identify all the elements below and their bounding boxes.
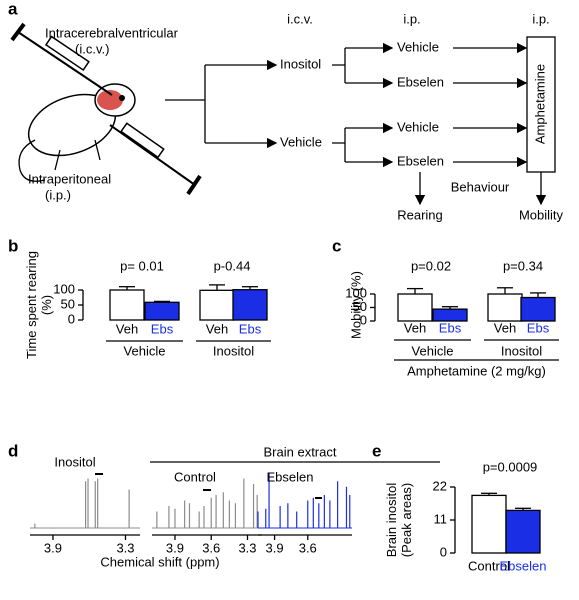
bar <box>199 289 235 321</box>
y-tick-label: 50 <box>353 299 367 314</box>
node-label: Mobility <box>519 207 564 222</box>
bar <box>505 509 541 554</box>
y-tick-label: 100 <box>53 281 75 296</box>
bar <box>471 494 507 554</box>
y-tick-label: 11 <box>434 511 448 526</box>
tree-lines <box>165 36 556 206</box>
spectrum-title: Inositol <box>54 454 95 469</box>
x-tick-label: Veh <box>404 320 426 335</box>
group-label: Vehicle <box>124 343 166 358</box>
panel-label: b <box>8 236 18 255</box>
column-header: i.c.v. <box>287 11 313 26</box>
p-value: p= 0.01 <box>120 258 164 273</box>
group-label: Inositol <box>213 343 254 358</box>
mouse-illustration <box>10 22 202 196</box>
bar <box>144 301 180 321</box>
x-tick-label: Ebs <box>151 321 174 336</box>
panel-label: e <box>372 441 381 460</box>
x-tick-label: 3.6 <box>202 540 220 555</box>
x-tick-label: 3.9 <box>266 540 284 555</box>
group-label: Inositol <box>501 343 542 358</box>
bar <box>432 308 468 322</box>
x-tick-label: 3.3 <box>116 540 134 555</box>
bar <box>487 293 523 322</box>
route-label: Intracerebralventricular <box>45 25 179 40</box>
peak-markers <box>95 473 322 499</box>
x-axis-label: Amphetamine (2 mg/kg) <box>407 363 546 378</box>
x-tick-label: Veh <box>116 321 138 336</box>
p-value: p=0.02 <box>411 258 451 273</box>
y-tick-label: 50 <box>61 296 75 311</box>
y-axis-label: Brain inositol <box>384 483 399 558</box>
spectrum-title: Control <box>174 469 216 484</box>
x-tick-label: 3.6 <box>299 540 317 555</box>
column-header: i.p. <box>403 11 420 26</box>
y-tick-label: 22 <box>433 478 447 493</box>
route-label: (i.p.) <box>45 187 71 202</box>
p-value: p-0.44 <box>214 258 251 273</box>
y-axis-label: (Peak areas) <box>399 483 414 557</box>
y-tick-label: 0 <box>440 544 447 559</box>
x-tick-label: Ebs <box>527 320 550 335</box>
y-tick-label: 0 <box>360 312 367 327</box>
y-axis-label: Time spent rearing <box>24 251 39 359</box>
node-label: Vehicle <box>280 134 322 149</box>
x-tick-label: 3.9 <box>166 540 184 555</box>
p-value: p=0.0009 <box>483 459 538 474</box>
x-tick-label: Veh <box>494 320 516 335</box>
x-tick-label: 3.3 <box>238 540 256 555</box>
spectrum-title: Ebselen <box>267 469 314 484</box>
x-axis-label: Chemical shift (ppm) <box>100 554 219 569</box>
node-label: Amphetamine <box>532 64 547 144</box>
x-tick-label: Ebs <box>439 320 462 335</box>
panel-label: a <box>8 0 18 18</box>
node-label: Inositol <box>280 56 321 71</box>
node-label: Behaviour <box>451 179 510 194</box>
bar <box>397 293 433 322</box>
group-label: Vehicle <box>412 343 454 358</box>
y-axis-label: (%) <box>39 295 54 315</box>
panel-label: c <box>332 236 341 255</box>
y-tick-label: 0 <box>68 311 75 326</box>
p-value: p=0.34 <box>503 258 543 273</box>
y-axis-label: Mobility (%) <box>348 271 363 339</box>
x-tick-label: Veh <box>206 321 228 336</box>
route-label: Intraperitoneal <box>28 171 111 186</box>
route-label: (i.c.v.) <box>75 41 109 56</box>
bar <box>109 289 145 321</box>
node-label: Vehicle <box>397 119 439 134</box>
node-label: Ebselen <box>397 74 444 89</box>
x-tick-label: Ebs <box>239 321 262 336</box>
panel-label: d <box>8 441 18 460</box>
node-label: Ebselen <box>397 153 444 168</box>
node-label: Rearing <box>397 207 443 222</box>
column-header: i.p. <box>532 11 549 26</box>
node-label: Vehicle <box>397 39 439 54</box>
bar <box>232 289 268 321</box>
x-tick-label: Ebselen <box>500 558 547 573</box>
x-tick-label: Control <box>468 558 510 573</box>
bar <box>520 296 556 322</box>
x-tick-label: 3.9 <box>44 540 62 555</box>
panel-a: a Intracerebralventricular (i.c.v.) Intr… <box>8 0 564 222</box>
group-title: Brain extract <box>264 444 337 459</box>
y-tick-label: 100 <box>345 285 367 300</box>
